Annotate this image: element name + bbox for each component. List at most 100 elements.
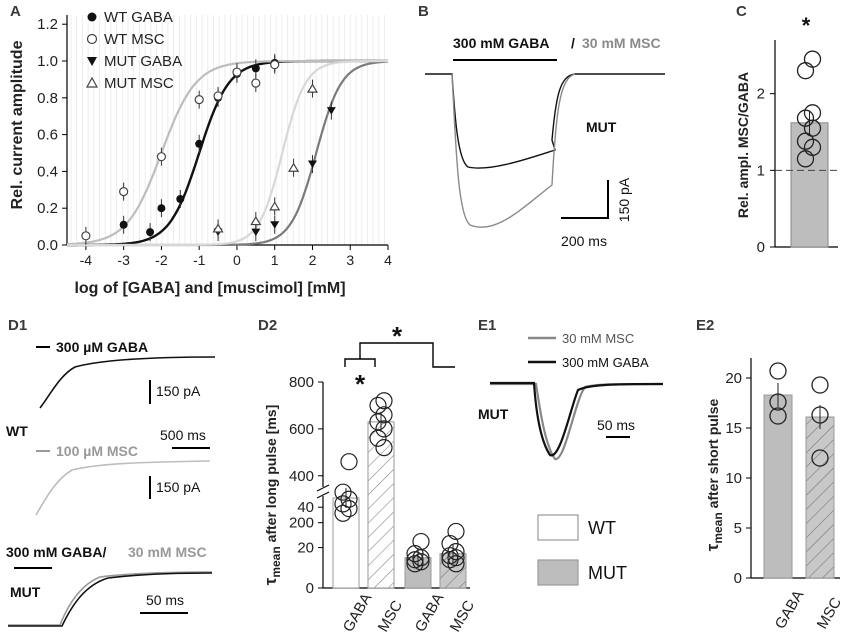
d2-xtick-label: MSC <box>375 597 406 635</box>
d2-ytick-label: 600 <box>289 421 314 438</box>
a-legend-marker-wt-msc <box>86 33 98 45</box>
panel-a-points <box>81 53 336 245</box>
d2-point <box>447 555 465 573</box>
a-ytick-label: 1.2 <box>37 16 58 33</box>
e2-ytick-label: 0 <box>734 570 742 587</box>
a-point-wt-gaba <box>119 220 128 229</box>
c-ytick-label: 2 <box>757 86 765 103</box>
d1-trace-3-gaba <box>8 572 213 627</box>
c-point <box>796 132 815 150</box>
a-point-wt-gaba <box>176 195 185 203</box>
a-point-wt-msc <box>232 67 242 77</box>
a-point-wt-msc <box>270 60 280 70</box>
a-ytick-label: 0.2 <box>37 200 58 217</box>
panel-b-trace-gaba <box>425 73 665 169</box>
a-xtick-label: 4 <box>384 252 392 268</box>
e2-ylabel: τmean after short pulse <box>703 399 725 552</box>
e2-ytick-label: 10 <box>725 470 742 487</box>
panel-c-ylabel: Rel. ampl. MSC/GABA <box>735 72 751 218</box>
c-point <box>796 62 815 80</box>
d2-point <box>412 532 430 551</box>
d2-ytick-label: 20 <box>297 540 314 557</box>
d1-title-2: 100 µM MSC <box>56 443 138 459</box>
c-point <box>796 150 815 168</box>
e2-bar-msc <box>805 416 835 579</box>
e2-point <box>769 407 787 425</box>
a-xtick-label: 3 <box>346 252 354 268</box>
d1-wt-label: WT <box>6 423 28 439</box>
e2-point <box>769 393 787 411</box>
panel-b-title-sep: / <box>571 35 575 51</box>
d2-point <box>406 555 424 573</box>
a-ytick-label: 0.8 <box>37 90 58 107</box>
d2-axis-break-1 <box>316 484 330 492</box>
d2-point <box>375 406 393 424</box>
panel-a-ylabel: Rel. current amplitude <box>9 40 26 209</box>
d1-scale-x-3: 50 ms <box>146 592 184 608</box>
d2-ytick-label: 40 <box>297 499 314 516</box>
d2-xtick-label: MSC <box>447 597 478 635</box>
panel-b-title-msc: 30 mM MSC <box>582 35 661 51</box>
panel-c-star: * <box>802 13 811 38</box>
d1-trace-3-msc <box>8 571 213 626</box>
panel-b-title-gaba: 300 mM GABA <box>453 35 549 51</box>
d2-point <box>340 500 358 518</box>
panel-a-label: A <box>10 3 21 20</box>
d2-significance-bracket <box>344 342 455 368</box>
d2-ytick-label: 200 <box>289 515 314 532</box>
e2-ylabel-sub: mean <box>711 512 725 543</box>
e2-ytick-label: 15 <box>725 420 742 437</box>
a-point-mut-gaba <box>251 228 261 237</box>
a-xtick-label: 0 <box>233 252 241 268</box>
d2-bar-msc <box>367 421 395 589</box>
d2-point <box>447 522 465 541</box>
a-legend-marker-mut-msc <box>85 76 99 88</box>
a-curve-wt-msc <box>66 59 388 246</box>
d2-star-msc: * <box>355 369 366 399</box>
a-point-mut-msc <box>288 162 300 172</box>
c-bar <box>790 122 829 248</box>
a-xtick-label: -4 <box>80 252 93 268</box>
e1-scale-x: 50 ms <box>597 417 635 433</box>
a-point-mut-msc <box>212 223 224 233</box>
d1-scale-y-2: 150 pA <box>156 479 201 495</box>
d2-ylabel-tau: τ <box>261 577 280 585</box>
e2-xtick-label: GABA <box>772 587 808 632</box>
c-point <box>796 109 815 127</box>
a-point-wt-gaba <box>251 64 260 73</box>
panel-a-axes: 0.0 0.2 0.4 0.6 0.8 1.0 1.2 -4 -3 -2 -1 0 1 2 3 4 <box>37 15 392 268</box>
panel-C: C 0 1 2 * Rel. ampl. MSC/GABA <box>735 3 838 256</box>
a-ytick-label: 0.6 <box>37 127 58 144</box>
d2-ytick-label: 800 <box>289 374 314 391</box>
legend-wt-mut: WT MUT <box>537 514 627 586</box>
a-xtick-label: -3 <box>117 252 130 268</box>
e2-ytick-label: 20 <box>725 370 742 387</box>
d1-title-1: 300 µM GABA <box>56 339 148 355</box>
e1-mut-label: MUT <box>478 406 509 422</box>
e2-ylabel-tau: τ <box>703 543 722 551</box>
a-legend-marker-mut-gaba <box>87 57 97 66</box>
c-ytick-label: 0 <box>757 239 765 256</box>
a-point-wt-gaba <box>146 228 155 237</box>
c-point <box>803 104 822 122</box>
a-xtick-label: -1 <box>193 252 206 268</box>
a-xtick-label: -2 <box>155 252 168 268</box>
legend-mut-label: MUT <box>588 563 627 583</box>
a-point-mut-msc <box>269 201 281 211</box>
a-curve-mut-msc <box>67 59 388 247</box>
e2-bar-gaba <box>763 394 793 579</box>
panel-E2: E2 0 5 10 15 20 GABA MSC τmean after short pul… <box>696 317 845 632</box>
panel-b-scale-y: 150 pA <box>616 177 632 222</box>
e2-point <box>811 406 829 424</box>
panel-d1-label: D1 <box>8 317 27 334</box>
d2-ytick-label: 400 <box>289 468 314 485</box>
panel-e1-label: E1 <box>478 317 496 334</box>
d2-star-top: * <box>392 321 403 351</box>
c-ytick-label: 1 <box>757 162 765 179</box>
panel-e2-chart: 0 5 10 15 20 GABA MSC <box>725 358 845 632</box>
a-point-wt-msc <box>81 231 91 241</box>
d2-ytick-label: 0 <box>306 580 314 597</box>
e1-trace-gaba <box>490 381 664 457</box>
